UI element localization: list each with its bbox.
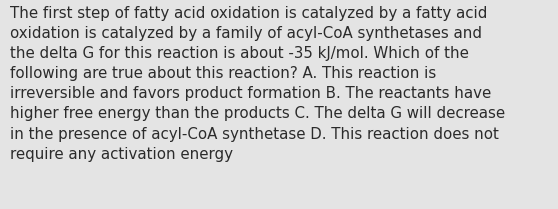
Text: The first step of fatty acid oxidation is catalyzed by a fatty acid
oxidation is: The first step of fatty acid oxidation i… xyxy=(10,6,505,162)
